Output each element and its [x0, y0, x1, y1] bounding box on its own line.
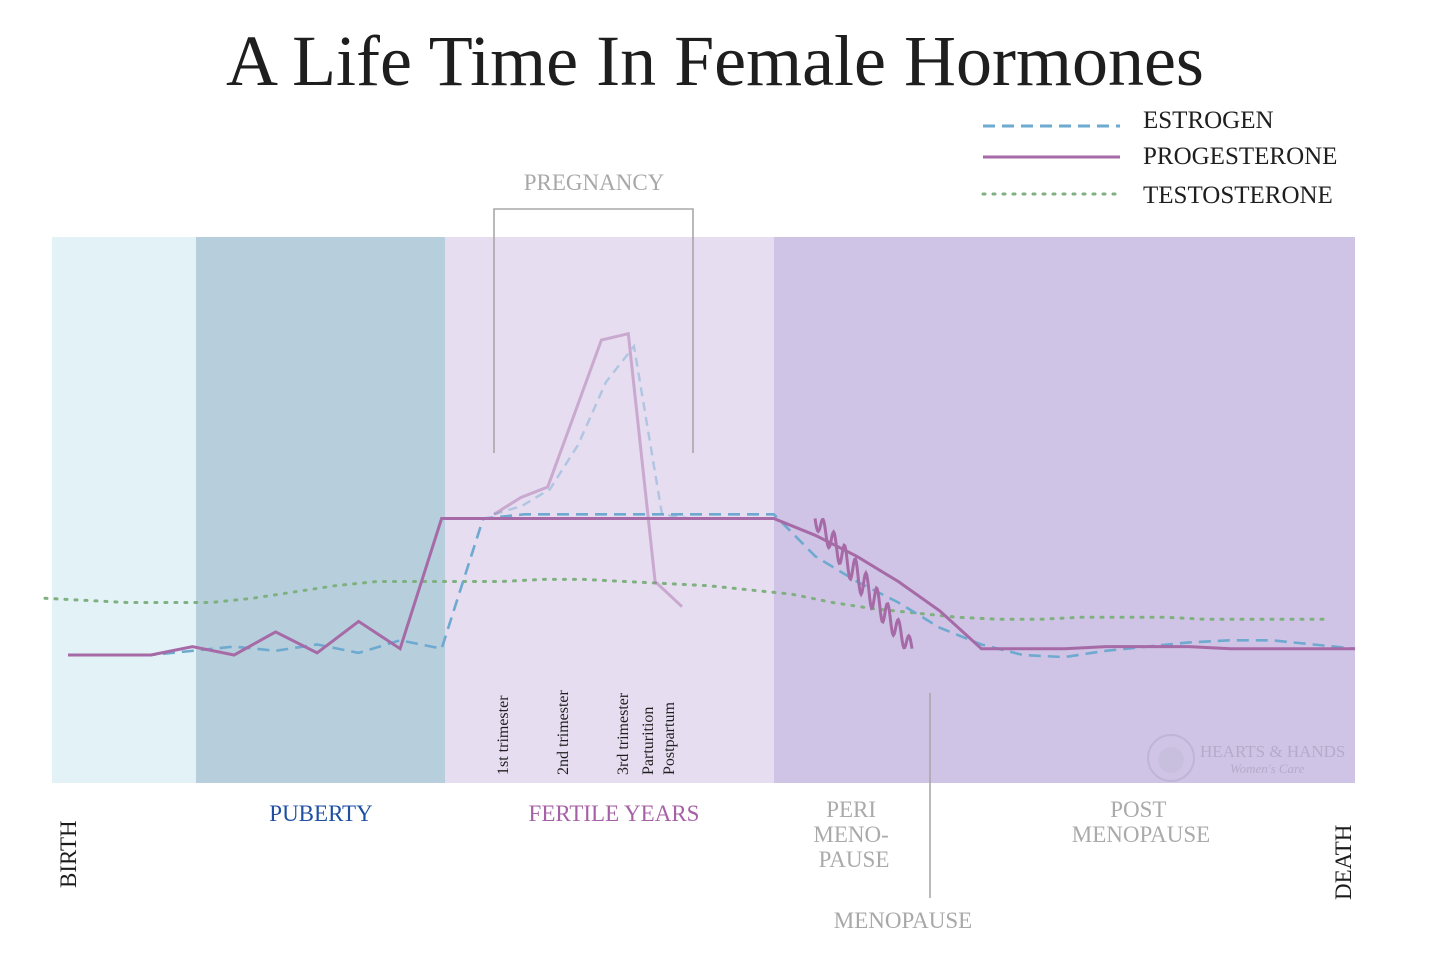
stage-label-perimenopause-line3: PAUSE [819, 847, 890, 872]
phase-label-1st-trimester: 1st trimester [495, 695, 512, 775]
logo-tagline: Women's Care [1230, 761, 1305, 776]
stage-label-birth: BIRTH [56, 820, 81, 888]
pregnancy-bracket-line [493, 208, 694, 453]
legend-label-testosterone: TESTOSTERONE [1143, 182, 1333, 209]
pregnancy-bracket: PREGNANCY [493, 170, 694, 453]
stage-label-puberty: PUBERTY [269, 801, 373, 826]
band-childhood [52, 237, 196, 783]
stage-label-postmenopause-line2: MENOPAUSE [1072, 822, 1210, 847]
phase-label-2nd-trimester: 2nd trimester [555, 689, 572, 775]
series-line-estrogen [68, 512, 1356, 659]
stage-label-perimenopause-line1: PERI [826, 797, 876, 822]
band-puberty [196, 237, 445, 783]
series-line-pregnancy-estrogen [493, 343, 691, 520]
stage-label-perimenopause-line2: MENO- [813, 822, 888, 847]
legend: ESTROGEN PROGESTERONE TESTOSTERONE [981, 107, 1337, 209]
phase-label-postpartum: Postpartum [661, 702, 678, 775]
series-line-progesterone-perimenopause-fluctuation [813, 517, 914, 650]
menopause-label: MENOPAUSE [834, 908, 972, 933]
logo-watermark: HEARTS & HANDS Women's Care [1147, 734, 1345, 782]
band-menopause [774, 237, 1355, 783]
stage-label-postmenopause-line1: POST [1110, 797, 1166, 822]
logo-name: HEARTS & HANDS [1200, 742, 1345, 761]
pregnancy-label: PREGNANCY [524, 170, 665, 195]
logo-emblem-icon [1147, 734, 1195, 782]
chart-title: A Life Time In Female Hormones [226, 21, 1204, 101]
legend-label-progesterone: PROGESTERONE [1143, 143, 1337, 170]
series-line-progesterone [68, 517, 1355, 657]
stage-label-perimenopause: PERI MENO- PAUSE [813, 797, 894, 872]
phase-label-parturition: Parturition [640, 707, 657, 775]
phase-label-3rd-trimester: 3rd trimester [615, 692, 632, 775]
series-line-pregnancy-progesterone [493, 331, 684, 608]
logo-emblem-inner-icon [1158, 747, 1184, 773]
stage-label-fertile-years: FERTILE YEARS [529, 801, 700, 826]
stage-label-postmenopause: POST MENOPAUSE [1072, 797, 1210, 847]
stage-label-death: DEATH [1331, 825, 1356, 900]
legend-label-estrogen: ESTROGEN [1143, 107, 1274, 134]
band-fertile [445, 237, 774, 783]
